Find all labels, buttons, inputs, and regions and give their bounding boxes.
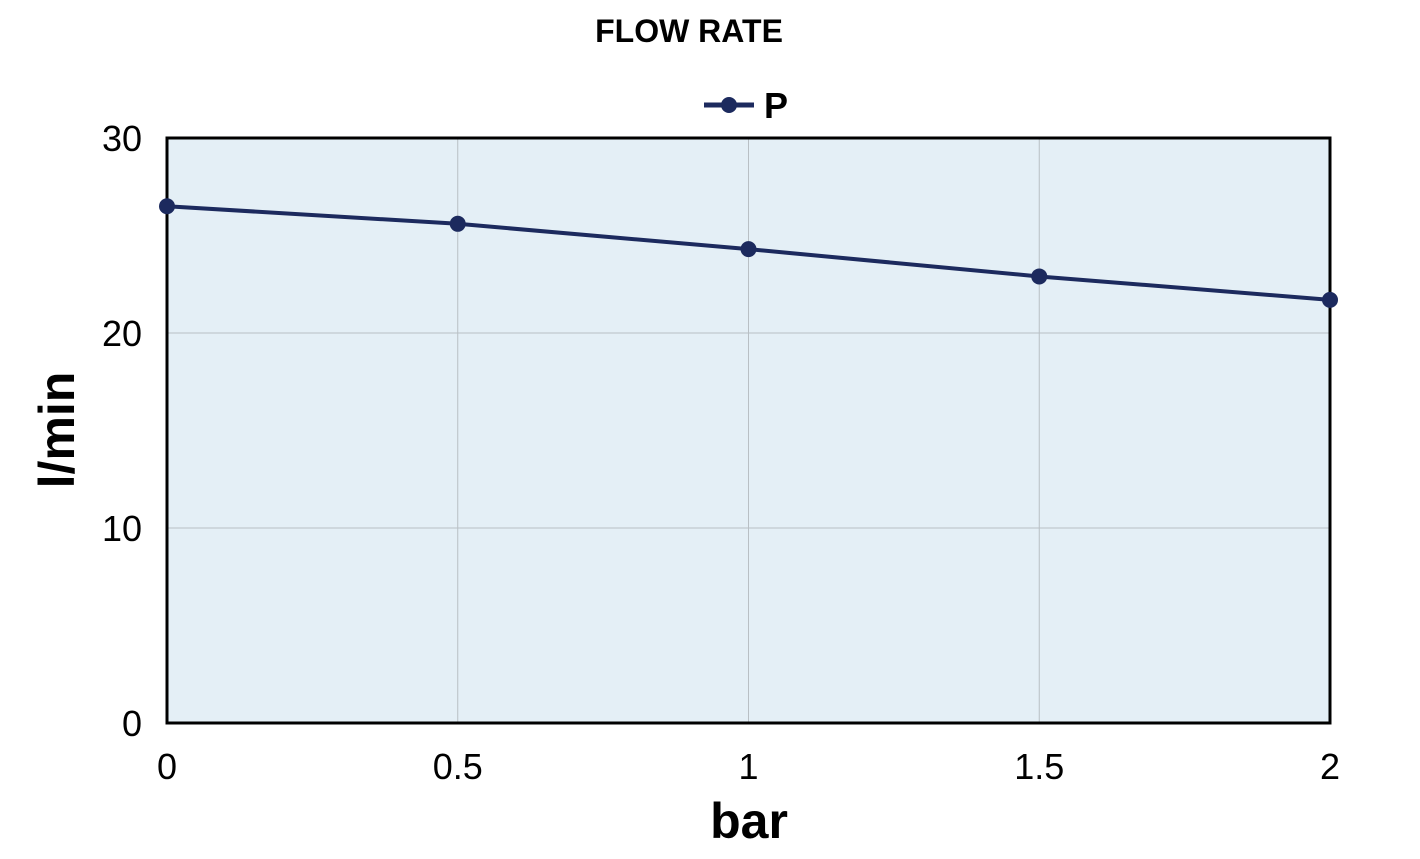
data-point [1031,268,1048,285]
y-tick-label: 30 [102,118,142,159]
x-tick-label: 0 [157,746,177,787]
data-point [159,198,175,215]
series-p [159,198,1338,308]
plot-frame [165,136,1332,725]
x-tick-label: 2 [1320,746,1340,787]
y-axis-label: l/min [29,372,85,489]
y-axis-ticks: 0 10 20 30 [102,118,142,744]
y-tick-label: 10 [102,508,142,549]
chart-title: FLOW RATE [595,13,783,49]
y-tick-label: 20 [102,313,142,354]
legend-label-p: P [764,85,788,126]
data-point [1322,291,1338,308]
x-axis-label: bar [710,793,788,849]
x-tick-label: 1.5 [1014,746,1064,787]
x-tick-label: 0.5 [433,746,483,787]
y-tick-label: 0 [122,703,142,744]
x-tick-label: 1 [738,746,758,787]
x-axis-ticks: 0 0.5 1 1.5 2 [157,746,1340,787]
data-point [740,241,757,258]
data-point [449,215,466,232]
legend-marker-p [721,97,737,113]
legend: P [704,85,788,126]
